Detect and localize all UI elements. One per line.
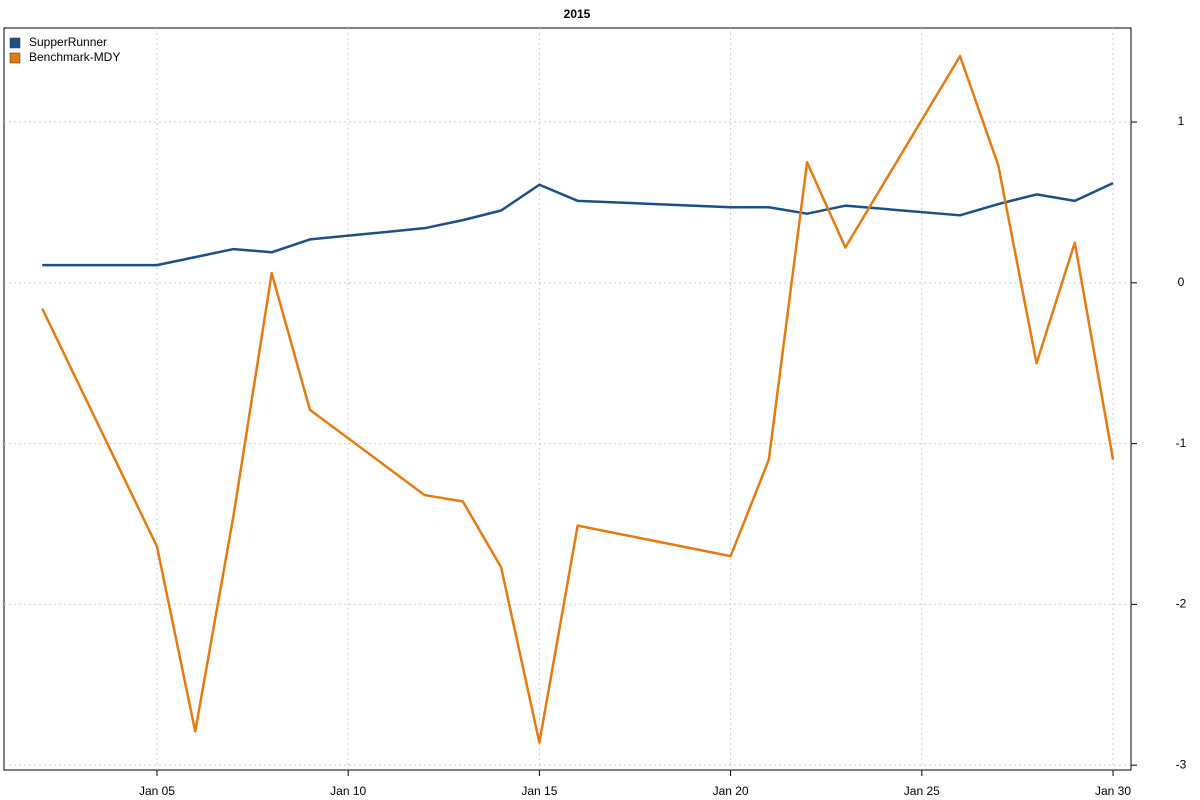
x-tick-label: Jan 30 [1095,784,1131,798]
legend-label: SupperRunner [29,35,107,49]
series-line [42,182,1114,267]
y-tick-label: 0 [1178,275,1185,289]
y-tick-label: 1 [1178,114,1185,128]
x-tick-label: Jan 05 [139,784,175,798]
chart-title: 2015 [564,7,591,21]
y-tick-label: -2 [1176,597,1187,611]
legend-swatch [9,37,21,49]
series-line [41,54,1115,744]
x-tick-label: Jan 25 [904,784,940,798]
legend-swatch [9,52,21,64]
legend-label: Benchmark-MDY [29,50,120,64]
y-tick-label: -1 [1176,436,1187,450]
x-tick-label: Jan 15 [521,784,557,798]
x-tick-label: Jan 20 [713,784,749,798]
plot-frame [3,27,1132,771]
x-tick-label: Jan 10 [330,784,366,798]
y-tick-label: -3 [1176,757,1187,771]
